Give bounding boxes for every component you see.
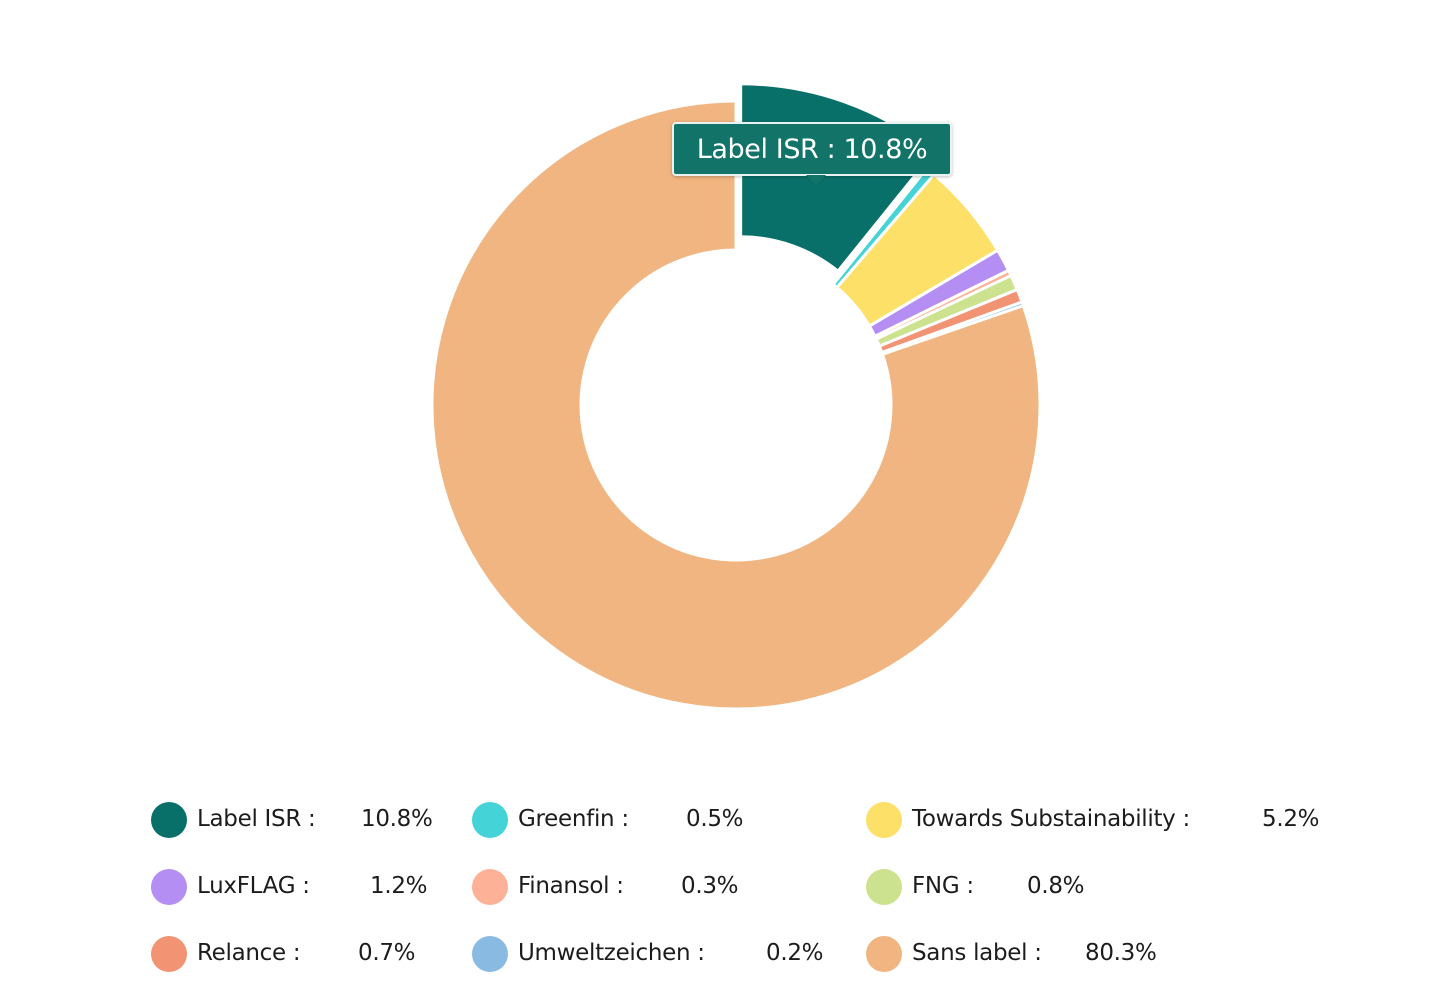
legend-label: Greenfin : [518, 806, 629, 832]
legend-label: FNG : [912, 873, 974, 899]
legend-label: Finansol : [518, 873, 624, 899]
tooltip-text: Label ISR : 10.8% [696, 133, 928, 165]
legend-value: 1.2% [370, 873, 428, 899]
donut-chart [430, 82, 1042, 711]
legend-swatch-greenfin [472, 802, 508, 838]
legend-swatch-umweltzeichen [472, 936, 508, 972]
legend-value: 0.2% [766, 940, 824, 966]
legend-swatch-fng [866, 869, 902, 905]
legend-swatch-relance [151, 936, 187, 972]
legend-value: 80.3% [1085, 940, 1157, 966]
legend-swatch-label-isr [151, 802, 187, 838]
legend-label: Relance : [197, 940, 301, 966]
legend-value: 5.2% [1262, 806, 1320, 832]
slice-sans-label[interactable] [430, 99, 1042, 711]
legend-value: 0.5% [686, 806, 744, 832]
legend-value: 0.3% [681, 873, 739, 899]
legend-label: Label ISR : [197, 806, 316, 832]
legend-label: Sans label : [912, 940, 1042, 966]
legend-label: LuxFLAG : [197, 873, 310, 899]
slice-tooltip: Label ISR : 10.8% [672, 122, 952, 185]
legend-value: 0.8% [1027, 873, 1085, 899]
legend-swatch-sans-label [866, 936, 902, 972]
legend-value: 0.7% [358, 940, 416, 966]
legend-label: Towards Substainability : [912, 806, 1190, 832]
legend-value: 10.8% [361, 806, 433, 832]
legend-swatch-luxflag [151, 869, 187, 905]
legend-swatch-towards-substainability [866, 802, 902, 838]
legend-swatch-finansol [472, 869, 508, 905]
legend-label: Umweltzeichen : [518, 940, 705, 966]
